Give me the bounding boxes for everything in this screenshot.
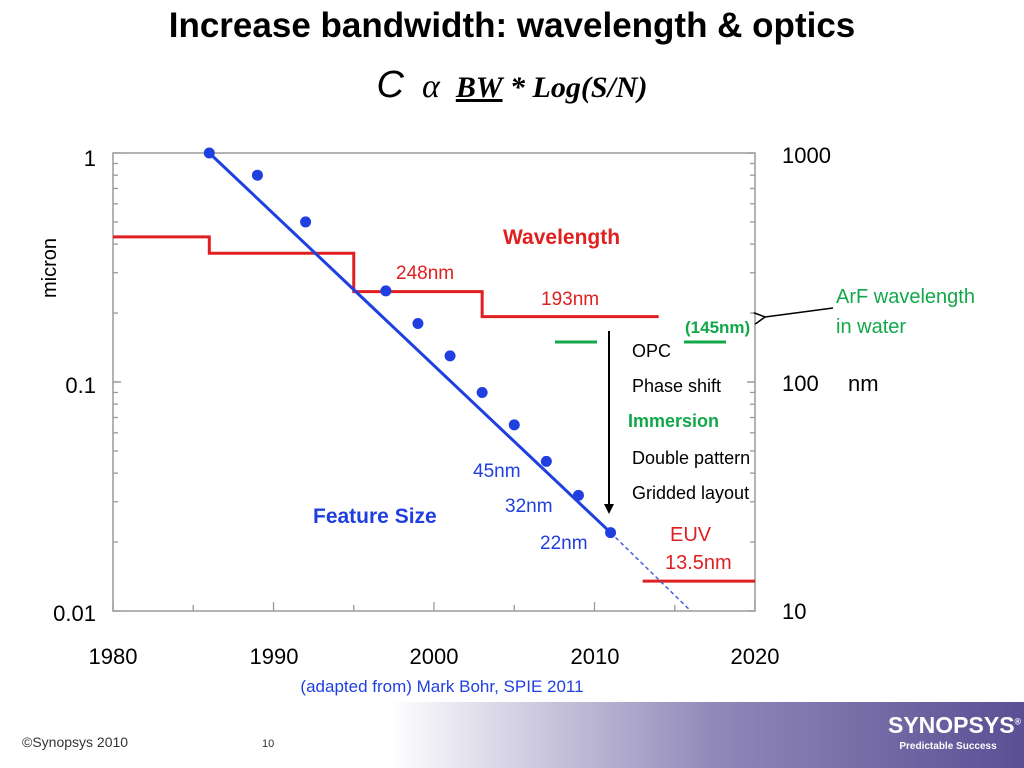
technique-immersion: Immersion [628, 411, 719, 431]
footer-band [0, 702, 1024, 768]
label-32nm: 32nm [505, 496, 553, 517]
feature-size-point [605, 527, 617, 539]
feature-size-point [572, 489, 584, 501]
y2-tick-label-10: 10 [782, 599, 806, 624]
logo-brand: SYNOPSYS® [888, 712, 1022, 738]
y2-unit-label: nm [848, 371, 879, 396]
copyright-text: ©Synopsys 2010 [22, 734, 129, 750]
feature-size-point [380, 285, 392, 297]
arf-145nm-label: (145nm) [685, 318, 750, 337]
feature-size-legend-label: Feature Size [313, 505, 437, 528]
feature-size-point [476, 386, 488, 398]
feature-size-point [300, 216, 312, 228]
feature-size-extrapolation [610, 532, 692, 612]
lithography-chart: 1 0.1 0.01 1000 100 nm 10 1980 1990 2000… [39, 143, 975, 696]
feature-size-point [251, 169, 263, 181]
slide-title: Increase bandwidth: wavelength & optics [168, 6, 856, 45]
x-tick-label-1980: 1980 [89, 644, 138, 669]
technique-opc: OPC [632, 341, 671, 361]
label-22nm: 22nm [540, 533, 588, 554]
page-number: 10 [262, 738, 275, 750]
technique-gridded-layout: Gridded layout [632, 483, 749, 503]
label-13.5nm: 13.5nm [665, 552, 732, 574]
right-axis-ticks [747, 152, 755, 612]
feature-size-point [540, 455, 552, 467]
label-193nm: 193nm [541, 289, 599, 310]
y2-tick-label-1000: 1000 [782, 143, 831, 168]
feature-size-fit-line [208, 151, 612, 534]
formula-proportional: α [421, 68, 440, 105]
y-tick-label-0.01: 0.01 [53, 601, 96, 626]
wavelength-step-line [113, 235, 659, 319]
logo-tagline: Predictable Success [899, 741, 997, 752]
feature-size-points [203, 147, 617, 539]
y-axis-label: micron [39, 238, 61, 298]
arf-callout-line2: in water [836, 316, 906, 338]
y-tick-label-0.1: 0.1 [65, 373, 96, 398]
technique-double-pattern: Double pattern [632, 448, 750, 468]
wavelength-legend-label: Wavelength [503, 226, 620, 249]
source-note: (adapted from) Mark Bohr, SPIE 2011 [300, 677, 583, 696]
x-tick-label-2000: 2000 [410, 644, 459, 669]
x-tick-label-2010: 2010 [571, 644, 620, 669]
formula-capacity: C [376, 64, 404, 106]
formula-log-snr: * Log(S/N) [510, 71, 648, 104]
feature-size-point [508, 419, 520, 431]
label-45nm: 45nm [473, 461, 521, 482]
arf-callout-arrow [765, 307, 834, 317]
feature-size-point [203, 147, 215, 159]
feature-size-point [444, 350, 456, 362]
synopsys-logo: SYNOPSYS® Predictable Success [888, 712, 1022, 752]
label-248nm: 248nm [396, 263, 454, 284]
feature-size-point [412, 318, 424, 330]
y2-tick-label-100: 100 [782, 371, 819, 396]
arf-callout-line1: ArF wavelength [836, 286, 975, 308]
label-euv: EUV [670, 524, 712, 546]
technique-phase-shift: Phase shift [632, 376, 721, 396]
left-axis-ticks [113, 152, 121, 612]
x-tick-label-2020: 2020 [731, 644, 780, 669]
x-tick-label-1990: 1990 [250, 644, 299, 669]
y-tick-label-1: 1 [84, 146, 96, 171]
formula-bandwidth: BW [455, 71, 503, 104]
x-axis-ticks [112, 602, 756, 611]
